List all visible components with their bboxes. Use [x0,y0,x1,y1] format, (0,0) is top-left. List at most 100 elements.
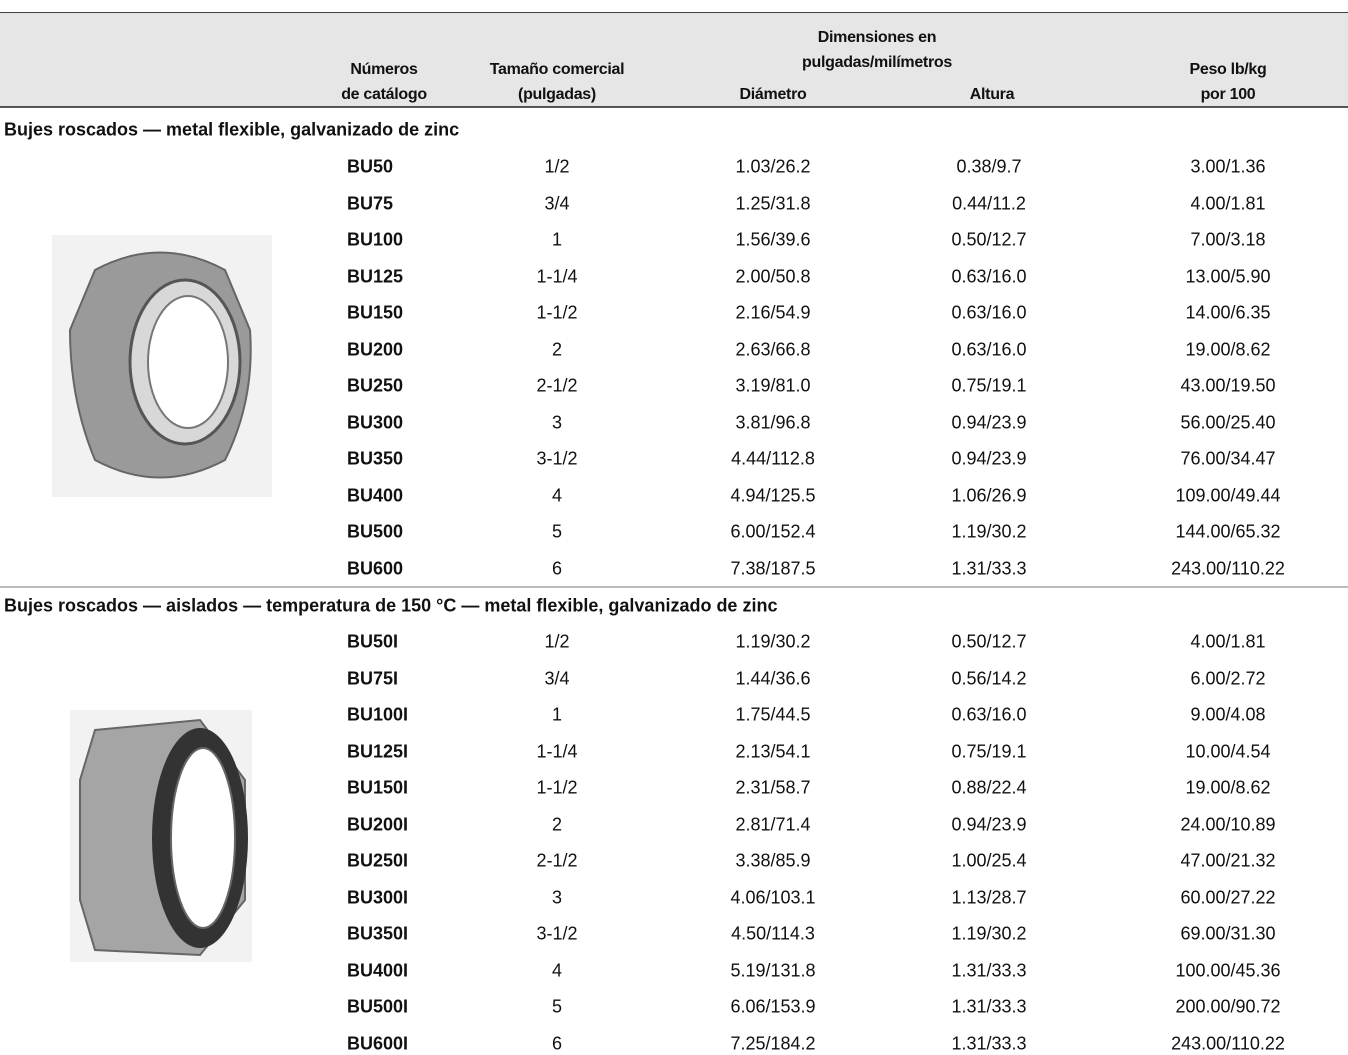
cell: 2-1/2 [536,850,578,871]
cell: 1-1/2 [536,777,578,798]
cell: 1.31/33.3 [951,558,1027,578]
catalog-number: BU75 [347,193,394,213]
cell: 10.00/4.54 [1185,741,1271,761]
cell: 2.63/66.8 [735,339,811,359]
cell: 1.31/33.3 [951,1033,1027,1053]
cell: 5.19/131.8 [730,960,816,980]
column-header: de catálogo [341,86,427,103]
catalog-number: BU500 [347,521,404,542]
cell: 2 [551,339,563,359]
cell: 24.00/10.89 [1180,814,1276,834]
product-image [70,710,252,962]
cell: 47.00/21.32 [1180,850,1276,871]
catalog-number: BU150I [347,777,409,798]
column-header: (pulgadas) [518,86,596,103]
cell: 0.94/23.9 [951,814,1027,834]
cell: 4 [551,960,563,980]
catalog-number: BU250 [347,375,404,396]
cell: 5 [551,996,563,1017]
catalog-number: BU500I [347,996,409,1017]
catalog-number: BU400 [347,485,404,505]
catalog-number: BU400I [347,960,409,980]
column-header: por 100 [1200,86,1256,103]
cell: 0.50/12.7 [951,631,1027,652]
catalog-number: BU50I [347,631,399,652]
catalog-number: BU350I [347,923,409,944]
cell: 13.00/5.90 [1185,266,1271,286]
column-header: pulgadas/milímetros [802,54,952,71]
cell: 3.19/81.0 [735,375,811,396]
cell: 3.38/85.9 [735,850,811,871]
cell: 200.00/90.72 [1175,996,1281,1017]
cell: 3.81/96.8 [735,412,811,432]
cell: 4.50/114.3 [731,923,815,944]
catalog-number: BU600I [347,1033,409,1053]
cell: 0.88/22.4 [951,777,1027,798]
cell: 4.00/1.81 [1190,193,1266,213]
cell: 1 [551,229,563,250]
cell: 0.63/16.0 [951,266,1027,286]
header-band [0,12,1348,107]
cell: 0.44/11.2 [952,193,1026,213]
cell: 19.00/8.62 [1185,339,1271,359]
cell: 4.94/125.5 [730,485,816,505]
cell: 7.00/3.18 [1190,229,1266,250]
cell: 1-1/4 [536,741,578,761]
cell: 19.00/8.62 [1185,777,1271,798]
cell: 1.44/36.6 [735,668,811,688]
cell: 1.00/25.4 [951,850,1027,871]
cell: 6.00/2.72 [1190,668,1266,688]
cell: 4.44/112.8 [731,448,815,469]
cell: 43.00/19.50 [1180,375,1276,396]
cell: 0.38/9.7 [956,156,1022,177]
cell: 3 [551,412,563,432]
column-header: Dimensiones en [817,29,937,46]
column-header: Altura [969,86,1015,103]
catalog-number: BU600 [347,558,404,578]
cell: 2.00/50.8 [735,266,811,286]
product-image [52,235,272,497]
cell: 0.94/23.9 [951,412,1027,432]
cell: 0.56/14.2 [951,668,1027,688]
cell: 1.13/28.7 [951,887,1027,907]
cell: 3-1/2 [536,923,578,944]
cell: 76.00/34.47 [1180,448,1276,469]
cell: 243.00/110.22 [1171,1033,1285,1053]
cell: 7.25/184.2 [730,1033,816,1053]
cell: 1 [551,704,563,725]
cell: 1.19/30.2 [951,521,1027,542]
cell: 4.06/103.1 [730,887,816,907]
cell: 4.00/1.81 [1190,631,1266,652]
cell: 144.00/65.32 [1175,521,1281,542]
cell: 0.75/19.1 [951,375,1027,396]
cell: 3.00/1.36 [1190,156,1266,177]
column-header: Tamaño comercial [489,61,625,78]
catalog-number: BU300 [347,412,404,432]
section-title: Bujes roscados — metal flexible, galvani… [4,119,460,140]
column-header: Números [350,61,418,78]
catalog-number: BU100I [347,704,409,725]
cell: 1-1/2 [536,302,578,323]
cell: 2.16/54.9 [735,302,811,323]
cell: 0.63/16.0 [951,339,1027,359]
cell: 6 [551,558,563,578]
catalog-number: BU250I [347,850,409,871]
catalog-number: BU350 [347,448,404,469]
cell: 0.63/16.0 [951,302,1027,323]
column-header: Peso lb/kg [1189,61,1267,78]
cell: 1.25/31.8 [735,193,811,213]
cell: 2.31/58.7 [735,777,811,798]
catalog-number: BU150 [347,302,404,323]
cell: 9.00/4.08 [1190,704,1266,725]
cell: 14.00/6.35 [1185,302,1271,323]
cell: 1-1/4 [536,266,578,286]
cell: 0.75/19.1 [951,741,1027,761]
cell: 2 [551,814,563,834]
cell: 1.31/33.3 [951,960,1027,980]
cell: 1.31/33.3 [951,996,1027,1017]
cell: 2-1/2 [536,375,578,396]
column-header: Diámetro [739,86,807,103]
cell: 5 [551,521,563,542]
